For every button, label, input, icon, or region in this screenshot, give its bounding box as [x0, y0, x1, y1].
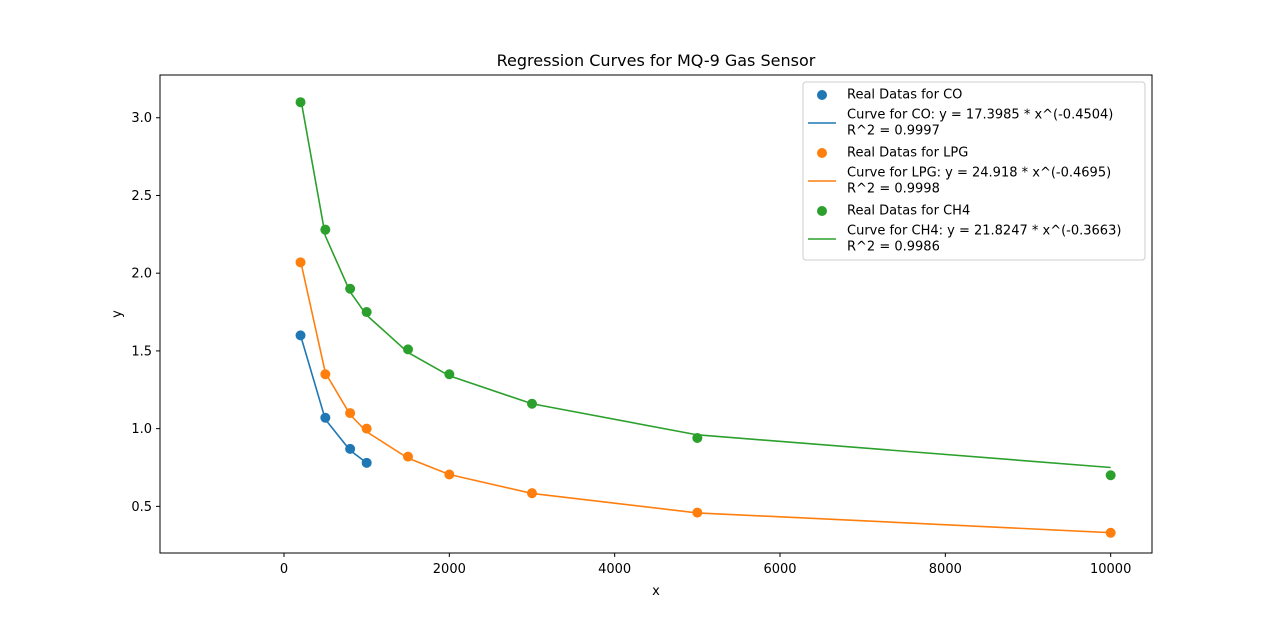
y-tick-label: 1.5	[131, 344, 152, 359]
x-tick-label: 2000	[433, 562, 466, 577]
data-point	[295, 257, 306, 268]
x-tick-label: 4000	[598, 562, 631, 577]
legend: Real Datas for CO Curve for CO: y = 17.39…	[802, 81, 1146, 261]
data-point	[361, 423, 372, 434]
legend-label: Real Datas for CO	[847, 88, 962, 103]
data-point	[692, 432, 703, 443]
x-tick-label: 8000	[929, 562, 962, 577]
legend-label: Curve for CO: y = 17.3985 * x^(-0.4504)	[847, 108, 1113, 123]
data-point	[320, 224, 331, 235]
data-point	[345, 283, 356, 294]
legend-marker	[817, 148, 827, 158]
data-point	[320, 412, 331, 423]
plot-frame	[159, 74, 1153, 554]
data-point	[295, 330, 306, 341]
y-tick-label: 2.0	[131, 267, 152, 282]
data-point	[403, 451, 413, 462]
legend-marker	[817, 206, 827, 216]
legend-label: Curve for LPG: y = 24.918 * x^(-0.4695)	[847, 166, 1111, 181]
y-tick-label: 3.0	[131, 111, 152, 126]
data-point	[345, 408, 356, 419]
legend-label-r2: R^2 = 0.9997	[847, 124, 940, 139]
legend-label-r2: R^2 = 0.9986	[847, 240, 940, 255]
y-tick-label: 1.0	[131, 422, 152, 437]
x-axis-label: x	[652, 584, 660, 599]
y-axis: 0.5 1.0 1.5 2.0 2.5 3.0	[131, 111, 160, 515]
x-tick-label: 0	[280, 562, 288, 577]
legend-label: Curve for CH4: y = 21.8247 * x^(-0.3663)	[847, 224, 1121, 239]
y-tick-label: 0.5	[131, 500, 152, 515]
data-point	[320, 369, 331, 380]
legend-label: Real Datas for LPG	[847, 146, 968, 161]
data-point	[692, 507, 703, 518]
chart-title: Regression Curves for MQ-9 Gas Sensor	[497, 51, 816, 70]
plot-series	[295, 97, 1116, 538]
curve-line-1	[299, 335, 368, 464]
data-point	[444, 469, 455, 480]
legend-box	[802, 81, 1146, 261]
x-axis: 0 2000 4000 6000 8000 10000	[280, 553, 1131, 577]
y-axis-label: y	[110, 310, 125, 318]
data-point	[1105, 470, 1116, 481]
y-tick-label: 2.5	[131, 189, 152, 204]
legend-marker	[817, 90, 827, 100]
data-point	[444, 369, 455, 380]
x-tick-label: 6000	[763, 562, 796, 577]
legend-label-r2: R^2 = 0.9998	[847, 182, 940, 197]
data-point	[345, 443, 356, 454]
data-point	[403, 344, 413, 355]
legend-label: Real Datas for CH4	[847, 204, 970, 219]
data-point	[295, 97, 306, 108]
data-point	[361, 457, 372, 468]
data-point	[1105, 527, 1116, 538]
data-point	[527, 398, 537, 409]
data-point	[361, 307, 372, 318]
x-tick-label: 10000	[1090, 562, 1131, 577]
data-point	[527, 488, 537, 499]
